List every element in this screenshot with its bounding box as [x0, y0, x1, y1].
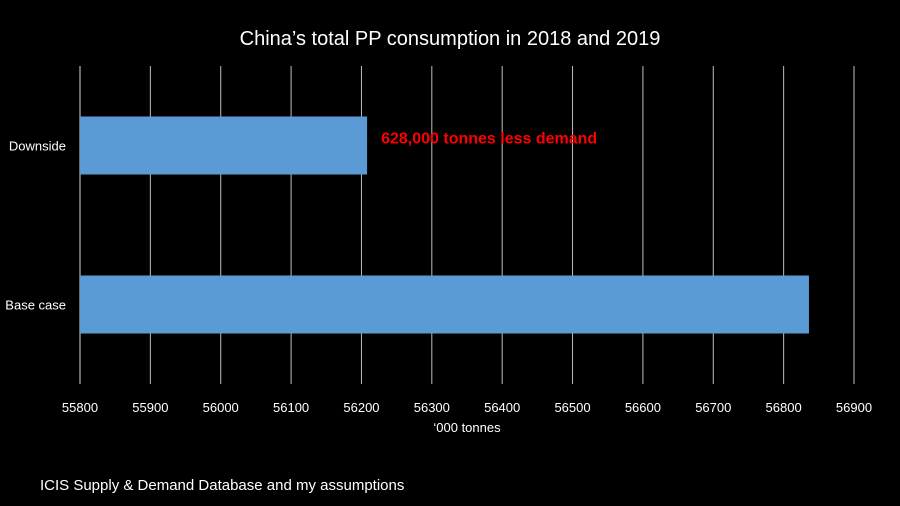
x-tick-label: 56200	[343, 400, 379, 415]
source-note: ICIS Supply & Demand Database and my ass…	[40, 477, 405, 494]
x-tick-label: 56900	[836, 400, 872, 415]
x-axis-label: ‘000 tonnes	[433, 420, 501, 435]
y-category-label: Base case	[5, 298, 66, 313]
x-tick-label: 56000	[203, 400, 239, 415]
x-tick-label: 55800	[62, 400, 98, 415]
x-tick-label: 56100	[273, 400, 309, 415]
x-tick-label: 55900	[132, 400, 168, 415]
x-tick-label: 56600	[625, 400, 661, 415]
x-tick-label: 56700	[695, 400, 731, 415]
y-category-label: Downside	[9, 139, 66, 154]
chart-title: China’s total PP consumption in 2018 and…	[239, 28, 661, 50]
bar	[80, 116, 368, 175]
x-tick-label: 56400	[484, 400, 520, 415]
bar	[80, 275, 809, 334]
x-tick-label: 56500	[554, 400, 590, 415]
bar-annotation: 628,000 tonnes less demand	[381, 131, 597, 148]
x-tick-label: 56300	[414, 400, 450, 415]
x-tick-label: 56800	[766, 400, 802, 415]
